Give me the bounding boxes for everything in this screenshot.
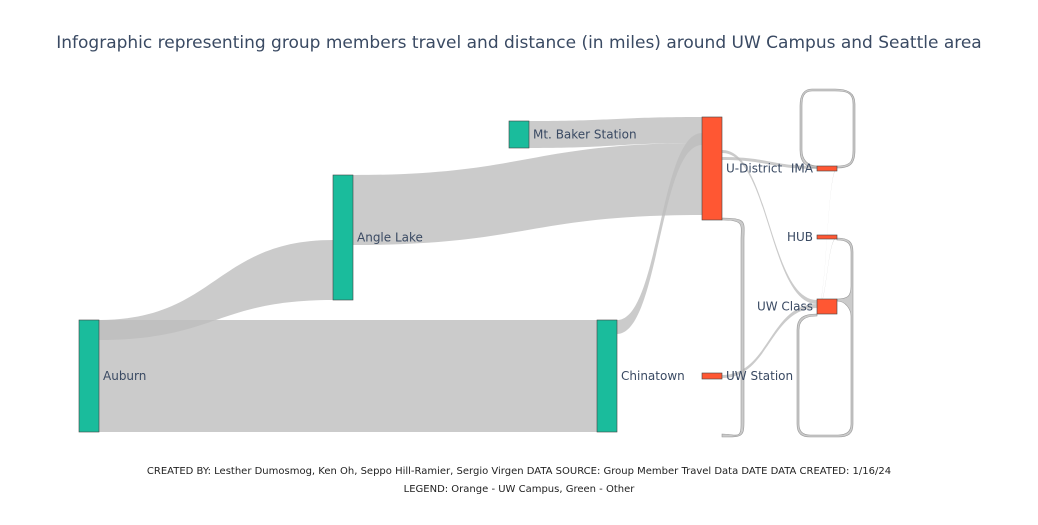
sankey-node-uw_class[interactable] [816, 298, 838, 315]
sankey-link-uw_class-uw_class[interactable] [796, 237, 854, 438]
sankey-links [99, 88, 856, 438]
sankey-node-label-ima: IMA [791, 162, 814, 176]
sankey-link-u_district-uw_class[interactable] [722, 150, 817, 304]
sankey-nodes: Auburn Angle Lake Mt. Baker Station Chinato… [78, 116, 838, 433]
sankey-node-label-angle_lake: Angle Lake [357, 231, 423, 245]
chart-title: Infographic representing group members t… [56, 33, 982, 53]
sankey-link-ima-ima[interactable] [799, 88, 856, 169]
sankey-link-uw_station-uw_class[interactable] [722, 304, 817, 378]
sankey-node-label-chinatown: Chinatown [621, 369, 685, 383]
sankey-node-uw_station[interactable] [701, 372, 723, 380]
sankey-node-auburn[interactable] [78, 319, 100, 433]
sankey-node-label-auburn: Auburn [103, 369, 146, 383]
sankey-link-auburn-angle_lake[interactable] [99, 240, 333, 340]
sankey-node-label-uw_station: UW Station [726, 369, 793, 383]
sankey-link-u_district-ima[interactable] [722, 157, 817, 169]
sankey-node-label-mt_baker: Mt. Baker Station [533, 128, 637, 142]
sankey-node-chinatown[interactable] [596, 319, 618, 433]
sankey-node-mt_baker[interactable] [508, 120, 530, 149]
legend-caption: LEGEND: Orange - UW Campus, Green - Othe… [403, 484, 635, 495]
sankey-node-u_district[interactable] [701, 116, 723, 221]
sankey-link-chinatown-u_district[interactable] [617, 133, 702, 334]
sankey-link-u_district-u_district[interactable] [721, 217, 745, 438]
sankey-link-angle_lake-u_district[interactable] [353, 143, 702, 245]
sankey-node-label-u_district: U-District [726, 162, 783, 176]
sankey-node-angle_lake[interactable] [332, 174, 354, 301]
sankey-node-hub[interactable] [816, 234, 838, 240]
sankey-link-hub-uw_class[interactable] [817, 237, 837, 310]
sankey-link-mt_baker-u_district[interactable] [529, 117, 702, 148]
sankey-node-ima[interactable] [816, 165, 838, 172]
sankey-node-label-hub: HUB [787, 230, 813, 244]
credits-caption: CREATED BY: Lesther Dumosmog, Ken Oh, Se… [146, 466, 892, 477]
sankey-link-auburn-chinatown[interactable] [99, 320, 597, 432]
sankey-node-label-uw_class: UW Class [757, 300, 813, 314]
